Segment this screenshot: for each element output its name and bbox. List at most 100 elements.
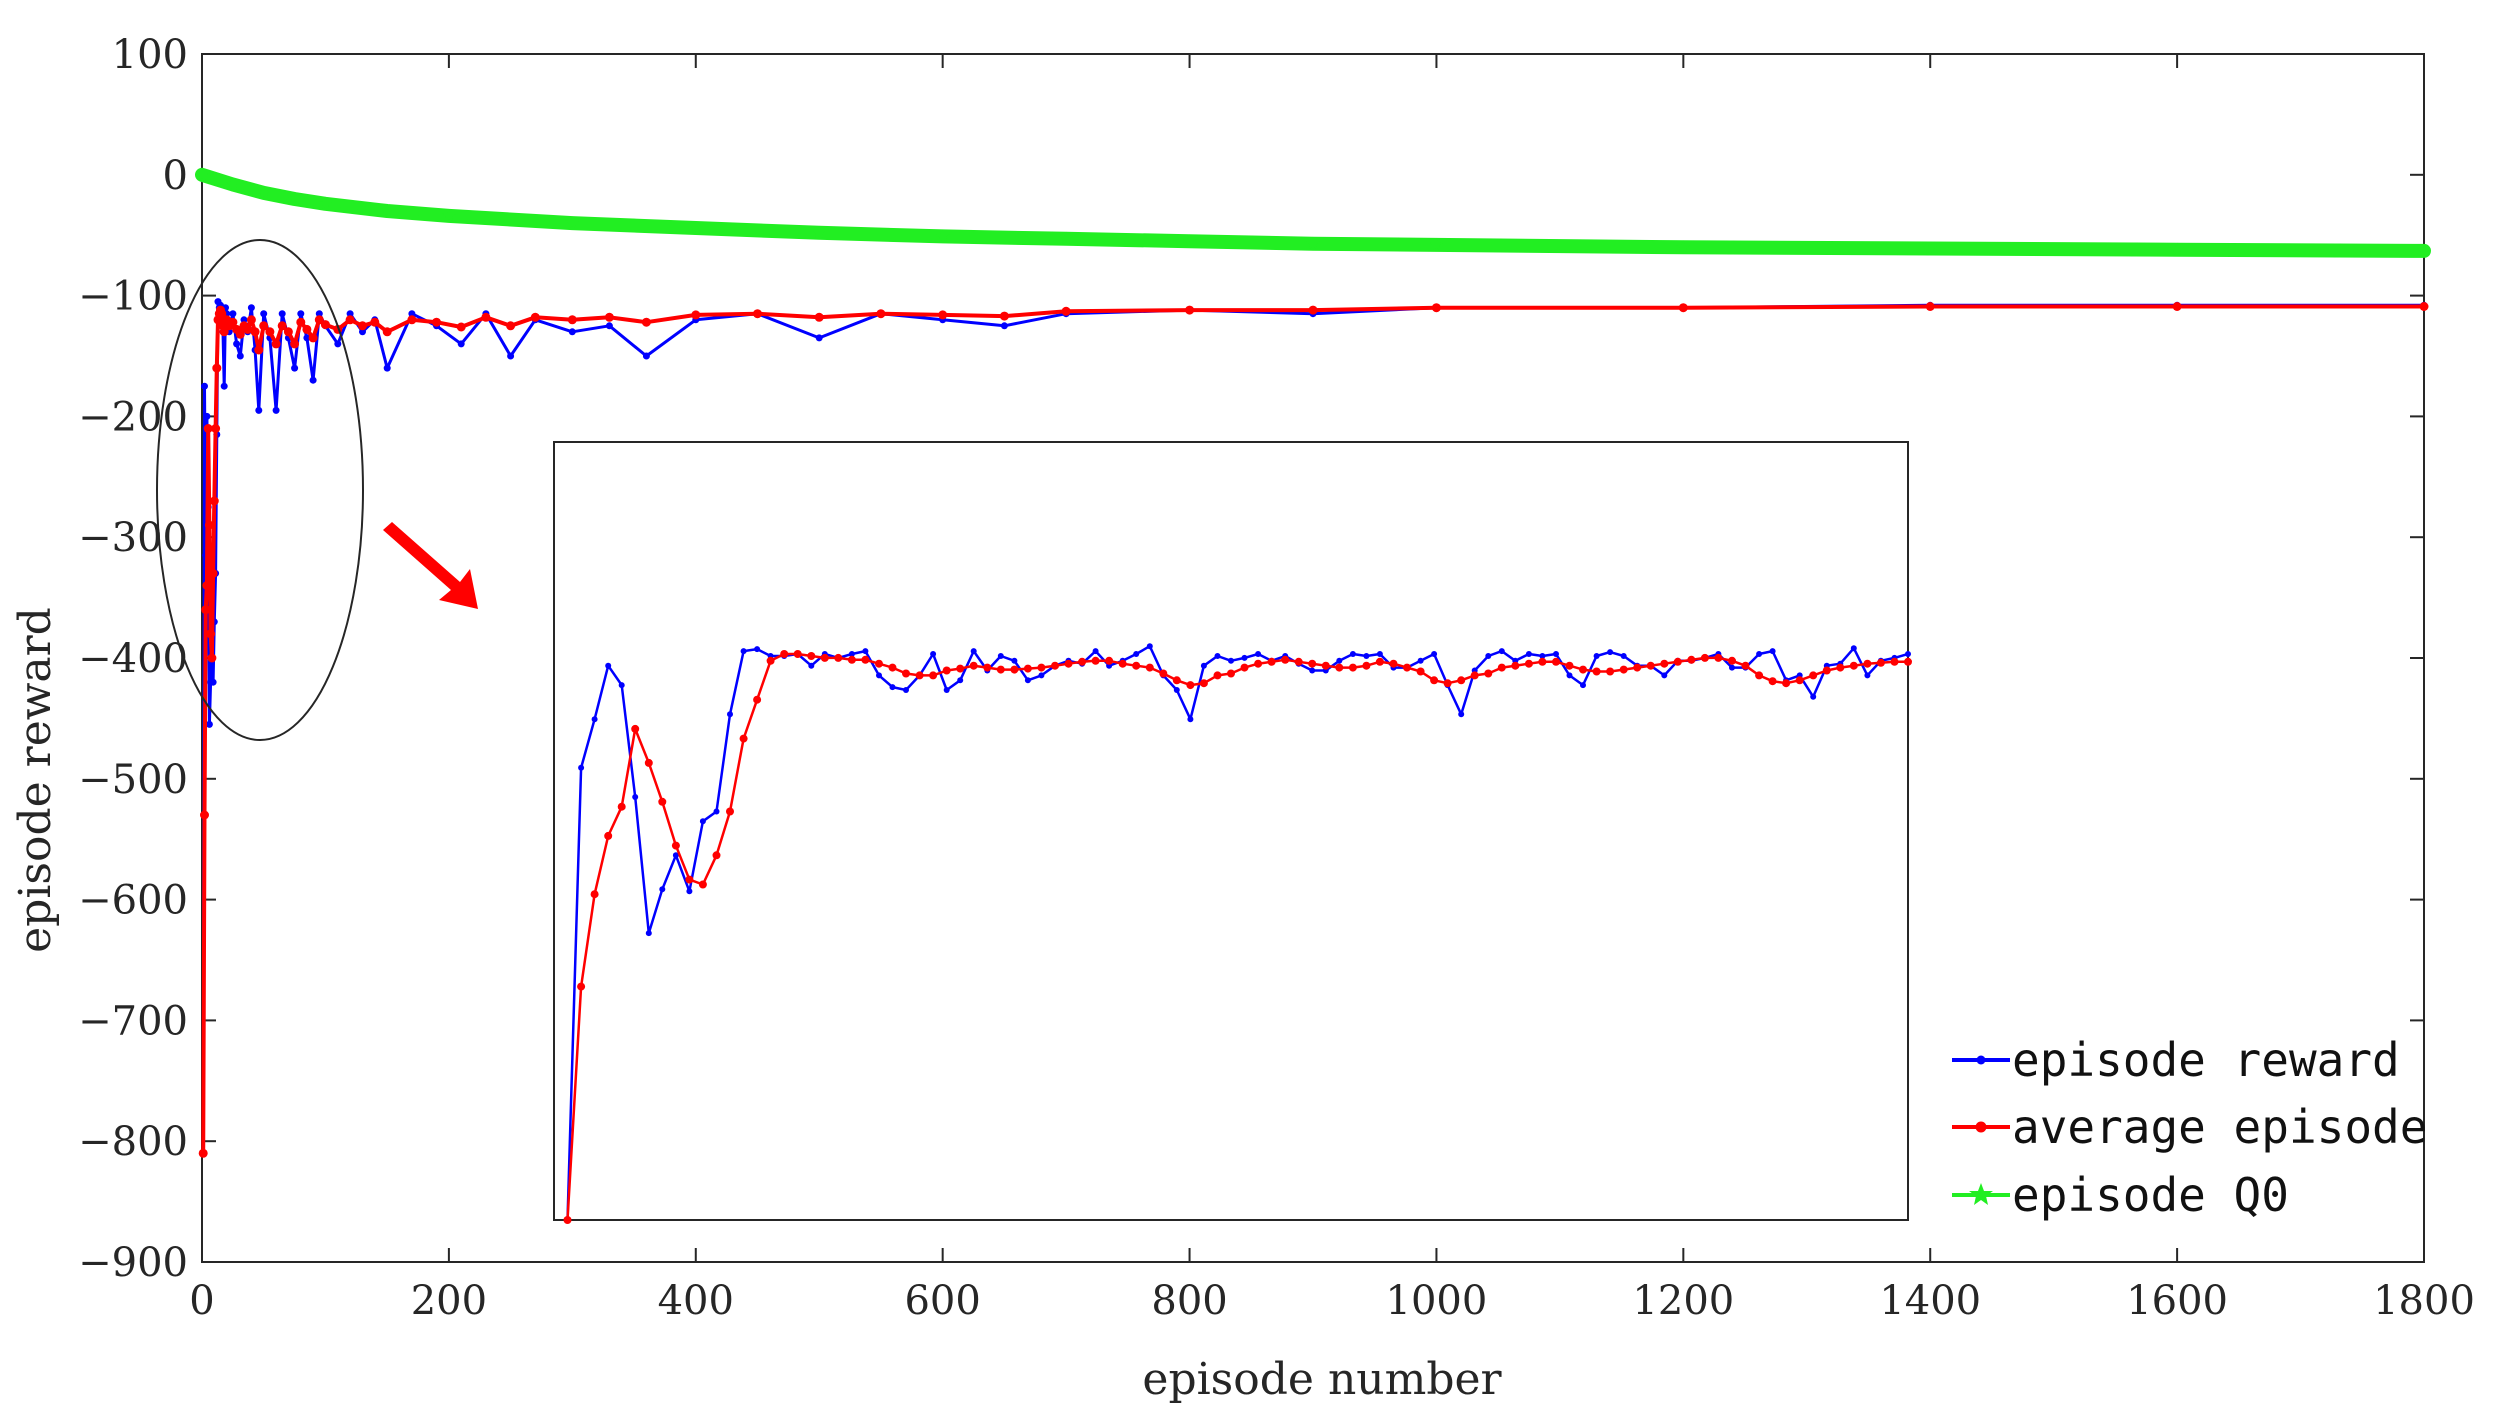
average-episode-point <box>277 321 287 331</box>
inset-episode-reward-point <box>1566 672 1573 679</box>
average-episode-point <box>314 315 324 325</box>
inset-episode-reward-point <box>1336 657 1343 664</box>
inset-average-episode-point <box>847 655 856 664</box>
y-tick-label: −500 <box>78 757 188 803</box>
episode-reward-point <box>815 334 823 342</box>
average-episode-point <box>202 581 212 590</box>
inset-average-episode-point <box>1524 659 1533 668</box>
episode-reward-point <box>247 304 255 312</box>
inset-average-episode-point <box>780 650 789 658</box>
inset-average-episode-point <box>1348 663 1357 672</box>
inset-episode-reward-point <box>1214 653 1221 659</box>
episode-reward-point <box>605 322 613 330</box>
inset-episode-reward-point <box>1228 657 1234 664</box>
inset-average-episode-point <box>1660 659 1669 668</box>
inset-average-episode-point <box>671 841 680 850</box>
average-episode-point <box>246 315 256 325</box>
episode-reward-point <box>291 364 299 372</box>
average-episode-point <box>2419 302 2429 311</box>
average-episode-point <box>308 333 318 343</box>
inset-average-episode-point <box>1159 669 1168 678</box>
inset-average-episode-point <box>807 652 816 660</box>
average-episode-point <box>481 312 491 322</box>
x-tick-label: 1600 <box>2126 1278 2228 1324</box>
inset-episode-reward-point <box>889 684 896 691</box>
inset-episode-reward-point <box>1607 649 1614 656</box>
inset-average-episode-point <box>1078 657 1087 666</box>
episode-q0-point <box>380 204 394 217</box>
inset-average-episode-point <box>1633 663 1642 672</box>
episode-q0-point <box>1306 236 1320 250</box>
inset-average-episode-point <box>604 831 613 840</box>
inset-average-episode-point <box>658 797 667 806</box>
episode-q0-point <box>2170 242 2184 256</box>
inset-average-episode-point <box>698 880 707 889</box>
inset-average-episode-point <box>1389 659 1398 668</box>
average-episode-point <box>1061 306 1071 316</box>
episode-reward-point <box>233 340 241 348</box>
inset-average-episode-point <box>1863 659 1872 668</box>
y-tick-label: −700 <box>78 998 188 1044</box>
average-episode-point <box>814 312 824 322</box>
inset-average-episode-point <box>1470 671 1479 680</box>
inset-average-episode-point <box>1051 661 1059 670</box>
inset-episode-reward-point <box>672 852 679 859</box>
episode-q0-point <box>2417 243 2431 257</box>
y-axis-title: episode reward <box>10 607 61 953</box>
inset-average-episode-point <box>1552 657 1560 666</box>
episode-reward-point <box>297 310 305 318</box>
inset-episode-reward-point <box>754 646 761 653</box>
episode-reward-point <box>383 364 391 372</box>
average-episode-point <box>302 324 312 334</box>
inset-episode-reward-point <box>1593 653 1600 659</box>
x-tick-label: 1000 <box>1386 1278 1488 1324</box>
x-tick-label: 600 <box>904 1278 980 1324</box>
average-episode-point <box>208 568 218 578</box>
episode-q0-point <box>195 167 209 181</box>
inset-average-episode-point <box>644 758 653 767</box>
y-tick-label: 0 <box>163 153 188 199</box>
inset-average-episode-point <box>1443 679 1452 688</box>
inset-episode-reward-point <box>1255 651 1262 657</box>
episode-q0-point <box>318 196 333 210</box>
average-episode-point <box>407 315 417 325</box>
episode-q0-point <box>1429 237 1444 251</box>
inset-average-episode-point <box>1335 663 1344 672</box>
legend-label-episode-q0: episode Q0 <box>2012 1168 2289 1222</box>
inset-average-episode-point <box>1199 679 1208 688</box>
x-tick-label: 0 <box>189 1278 214 1324</box>
inset-average-episode-point <box>834 653 843 662</box>
inset-average-episode-point <box>726 807 734 816</box>
inset-episode-reward-point <box>1498 648 1505 655</box>
inset-average-episode-line <box>566 652 1908 1221</box>
inset-average-episode-point <box>1755 671 1764 680</box>
x-tick-label: 1400 <box>1879 1278 1981 1324</box>
inset-average-episode-point <box>1849 661 1858 670</box>
episode-q0-point <box>689 221 703 234</box>
inset-average-episode-point <box>1294 657 1303 666</box>
average-episode-point <box>296 317 306 327</box>
x-tick-label: 400 <box>658 1278 734 1324</box>
inset-average-episode-point <box>1430 676 1439 685</box>
episode-q0-point <box>565 216 579 229</box>
inset-average-episode-point <box>1267 657 1276 666</box>
inset-episode-reward-point <box>1620 653 1627 659</box>
average-episode-point <box>345 315 355 325</box>
legend-marker-episode-q0-icon <box>1969 1183 1993 1205</box>
average-episode-point <box>370 317 380 327</box>
inset-episode-reward-point <box>1769 648 1776 655</box>
average-episode-point <box>456 322 466 332</box>
inset-episode-reward-point <box>740 648 747 655</box>
episode-reward-point <box>260 310 268 318</box>
inset-episode-reward-point <box>1539 653 1546 659</box>
average-episode-point <box>250 327 260 337</box>
inset-average-episode-point <box>820 653 829 662</box>
episode-q0-point <box>287 192 302 205</box>
average-episode-point <box>204 520 214 530</box>
inset-average-episode-point <box>1782 679 1791 688</box>
average-episode-point <box>198 1148 208 1158</box>
inset-episode-reward-point <box>632 794 639 800</box>
inset-episode-reward-point <box>1187 716 1194 723</box>
inset-episode-reward-point <box>903 687 909 693</box>
